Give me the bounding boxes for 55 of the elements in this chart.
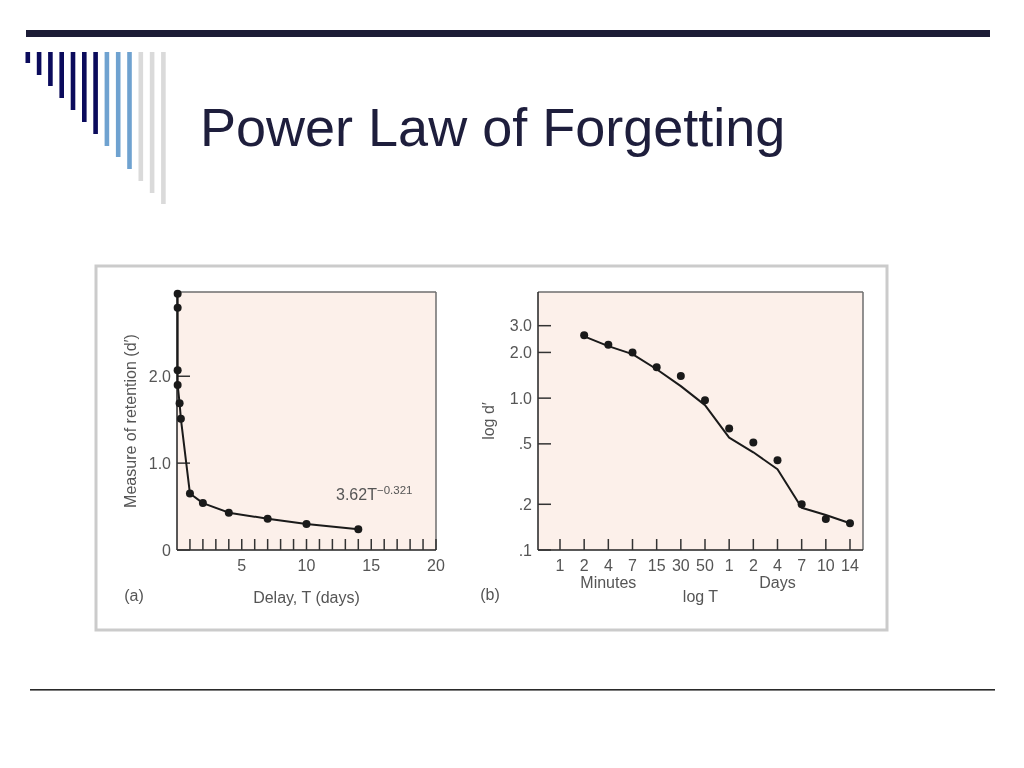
point	[749, 438, 758, 447]
y-tick-label: 0	[162, 541, 172, 559]
y-tick-label: 1.0	[509, 389, 533, 407]
x-tick-label: 4	[603, 557, 613, 574]
point	[175, 399, 184, 408]
x-tick-label: 15	[647, 557, 666, 574]
x-tick-label: 30	[671, 557, 690, 574]
x-tick-label: 7	[628, 557, 638, 574]
x-tick-label: 20	[427, 557, 445, 574]
text: (b)	[480, 586, 500, 603]
x-tick-label: 10	[816, 557, 835, 574]
point	[263, 514, 272, 523]
point	[185, 489, 194, 498]
y-tick-label: 1.0	[148, 454, 172, 472]
x-tick-label: 2	[748, 557, 758, 574]
x-tick-label: 2	[579, 557, 589, 574]
point	[198, 499, 207, 508]
y-tick-label: 3.0	[509, 317, 533, 335]
x-tick-label: 10	[297, 557, 316, 574]
x-tick-label: 15	[362, 557, 381, 574]
x-tick-label: 14	[841, 557, 859, 574]
y-tick-label: .1	[518, 541, 533, 559]
point	[676, 371, 685, 380]
x-tick-label: 7	[797, 557, 807, 574]
text: Days	[759, 574, 796, 591]
x-axis-title: Delay, T (days)	[253, 589, 360, 606]
point	[224, 508, 233, 517]
y-tick-label: 2.0	[148, 367, 172, 385]
point	[701, 396, 709, 405]
point	[173, 289, 182, 298]
point	[176, 414, 185, 423]
chart-title: Power Law of Forgetting	[200, 97, 786, 157]
y-tick-label: .2	[518, 495, 533, 513]
text: Minutes	[580, 574, 637, 591]
point	[773, 456, 782, 465]
point	[173, 366, 182, 375]
x-tick-label: 1	[724, 557, 734, 574]
x-tick-label: 5	[237, 557, 247, 574]
x-tick-label: 1	[555, 557, 565, 574]
point	[173, 303, 182, 312]
y-tick-label: .5	[518, 435, 533, 453]
x-tick-label: 50	[696, 557, 714, 574]
y-axis-title: Measure of retention (d′)	[121, 334, 139, 508]
point	[725, 424, 734, 433]
point	[173, 380, 182, 389]
text: (a)	[124, 587, 144, 604]
y-axis-title: log d′	[479, 402, 497, 440]
point	[302, 519, 311, 528]
point	[354, 525, 363, 534]
x-axis-title: log T	[682, 588, 719, 605]
point	[821, 515, 830, 523]
annotation: 3.62T$^{−0.321}$	[336, 484, 413, 503]
y-tick-label: 2.0	[509, 344, 533, 362]
point	[580, 331, 589, 340]
x-tick-label: 4	[773, 557, 783, 574]
